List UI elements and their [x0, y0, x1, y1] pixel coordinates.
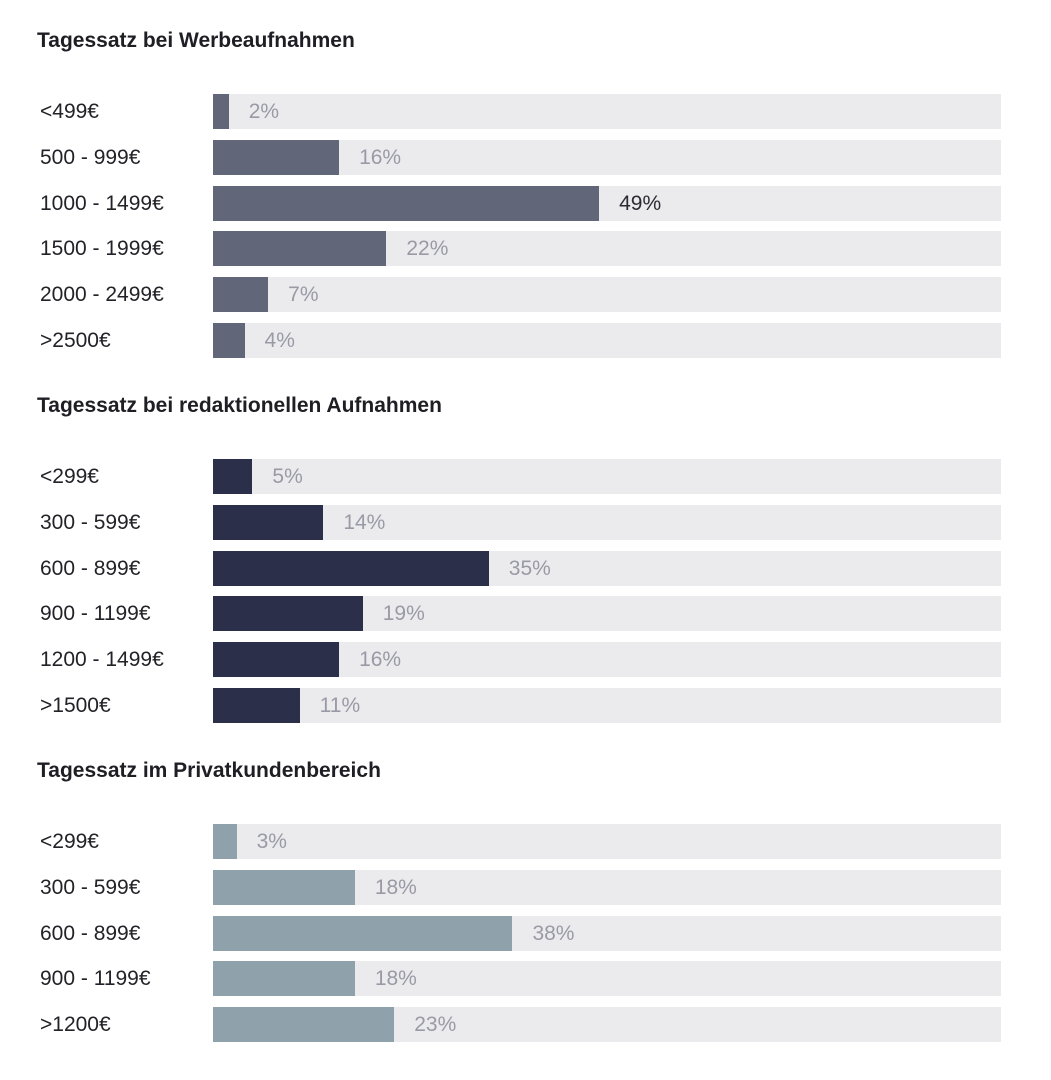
value-label: 38%	[532, 922, 575, 945]
value-label: 3%	[256, 830, 287, 853]
category-label: 500 - 999€	[40, 146, 141, 169]
bar-track: 38%	[213, 916, 1001, 951]
bar	[213, 824, 237, 859]
chart-title: Tagessatz bei Werbeaufnahmen	[37, 29, 355, 52]
bar-track: 14%	[213, 505, 1001, 540]
category-label: 2000 - 2499€	[40, 283, 164, 306]
chart-title: Tagessatz im Privatkundenbereich	[37, 759, 381, 782]
bar	[213, 94, 229, 129]
value-label: 18%	[374, 967, 417, 990]
category-label: 1500 - 1999€	[40, 237, 164, 260]
bar	[213, 323, 245, 358]
value-label: 5%	[272, 465, 303, 488]
value-label: 19%	[382, 602, 425, 625]
category-label: >1200€	[40, 1013, 111, 1036]
bar	[213, 551, 489, 586]
bar-track: 35%	[213, 551, 1001, 586]
bar	[213, 642, 340, 677]
bar	[213, 140, 340, 175]
category-label: <299€	[40, 465, 99, 488]
bar-track: 16%	[213, 140, 1001, 175]
bar-track: 18%	[213, 870, 1001, 905]
category-label: 1200 - 1499€	[40, 648, 164, 671]
category-label: 600 - 899€	[40, 922, 141, 945]
bar-track: 2%	[213, 94, 1001, 129]
value-label: 49%	[619, 192, 662, 215]
category-label: 600 - 899€	[40, 557, 141, 580]
bar	[213, 186, 600, 221]
bar-track: 23%	[213, 1007, 1001, 1042]
bar-track: 4%	[213, 323, 1001, 358]
bar	[213, 277, 269, 312]
bar	[213, 459, 253, 494]
value-label: 11%	[319, 694, 361, 717]
bar	[213, 961, 355, 996]
category-label: <299€	[40, 830, 99, 853]
bar-track: 16%	[213, 642, 1001, 677]
bar	[213, 916, 513, 951]
bar-track: 5%	[213, 459, 1001, 494]
category-label: <499€	[40, 100, 99, 123]
value-label: 4%	[264, 329, 295, 352]
category-label: 300 - 599€	[40, 511, 141, 534]
value-label: 23%	[414, 1013, 457, 1036]
bar-track: 3%	[213, 824, 1001, 859]
bar	[213, 1007, 395, 1042]
value-label: 7%	[288, 283, 319, 306]
value-label: 18%	[374, 876, 417, 899]
bar-track: 22%	[213, 231, 1001, 266]
category-label: >2500€	[40, 329, 111, 352]
bar-track: 18%	[213, 961, 1001, 996]
value-label: 35%	[508, 557, 551, 580]
category-label: 900 - 1199€	[40, 602, 151, 625]
bar-track: 19%	[213, 596, 1001, 631]
value-label: 16%	[359, 648, 402, 671]
bar	[213, 505, 324, 540]
bar-track: 11%	[213, 688, 1001, 723]
bar	[213, 596, 363, 631]
bar	[213, 231, 387, 266]
value-label: 14%	[343, 511, 386, 534]
category-label: 900 - 1199€	[40, 967, 151, 990]
chart-title: Tagessatz bei redaktionellen Aufnahmen	[37, 394, 442, 417]
category-label: 300 - 599€	[40, 876, 141, 899]
bar	[213, 688, 300, 723]
bar-track: 49%	[213, 186, 1001, 221]
bar-track: 7%	[213, 277, 1001, 312]
value-label: 22%	[406, 237, 449, 260]
bar	[213, 870, 355, 905]
value-label: 16%	[359, 146, 402, 169]
category-label: 1000 - 1499€	[40, 192, 164, 215]
value-label: 2%	[248, 100, 280, 123]
category-label: >1500€	[40, 694, 111, 717]
